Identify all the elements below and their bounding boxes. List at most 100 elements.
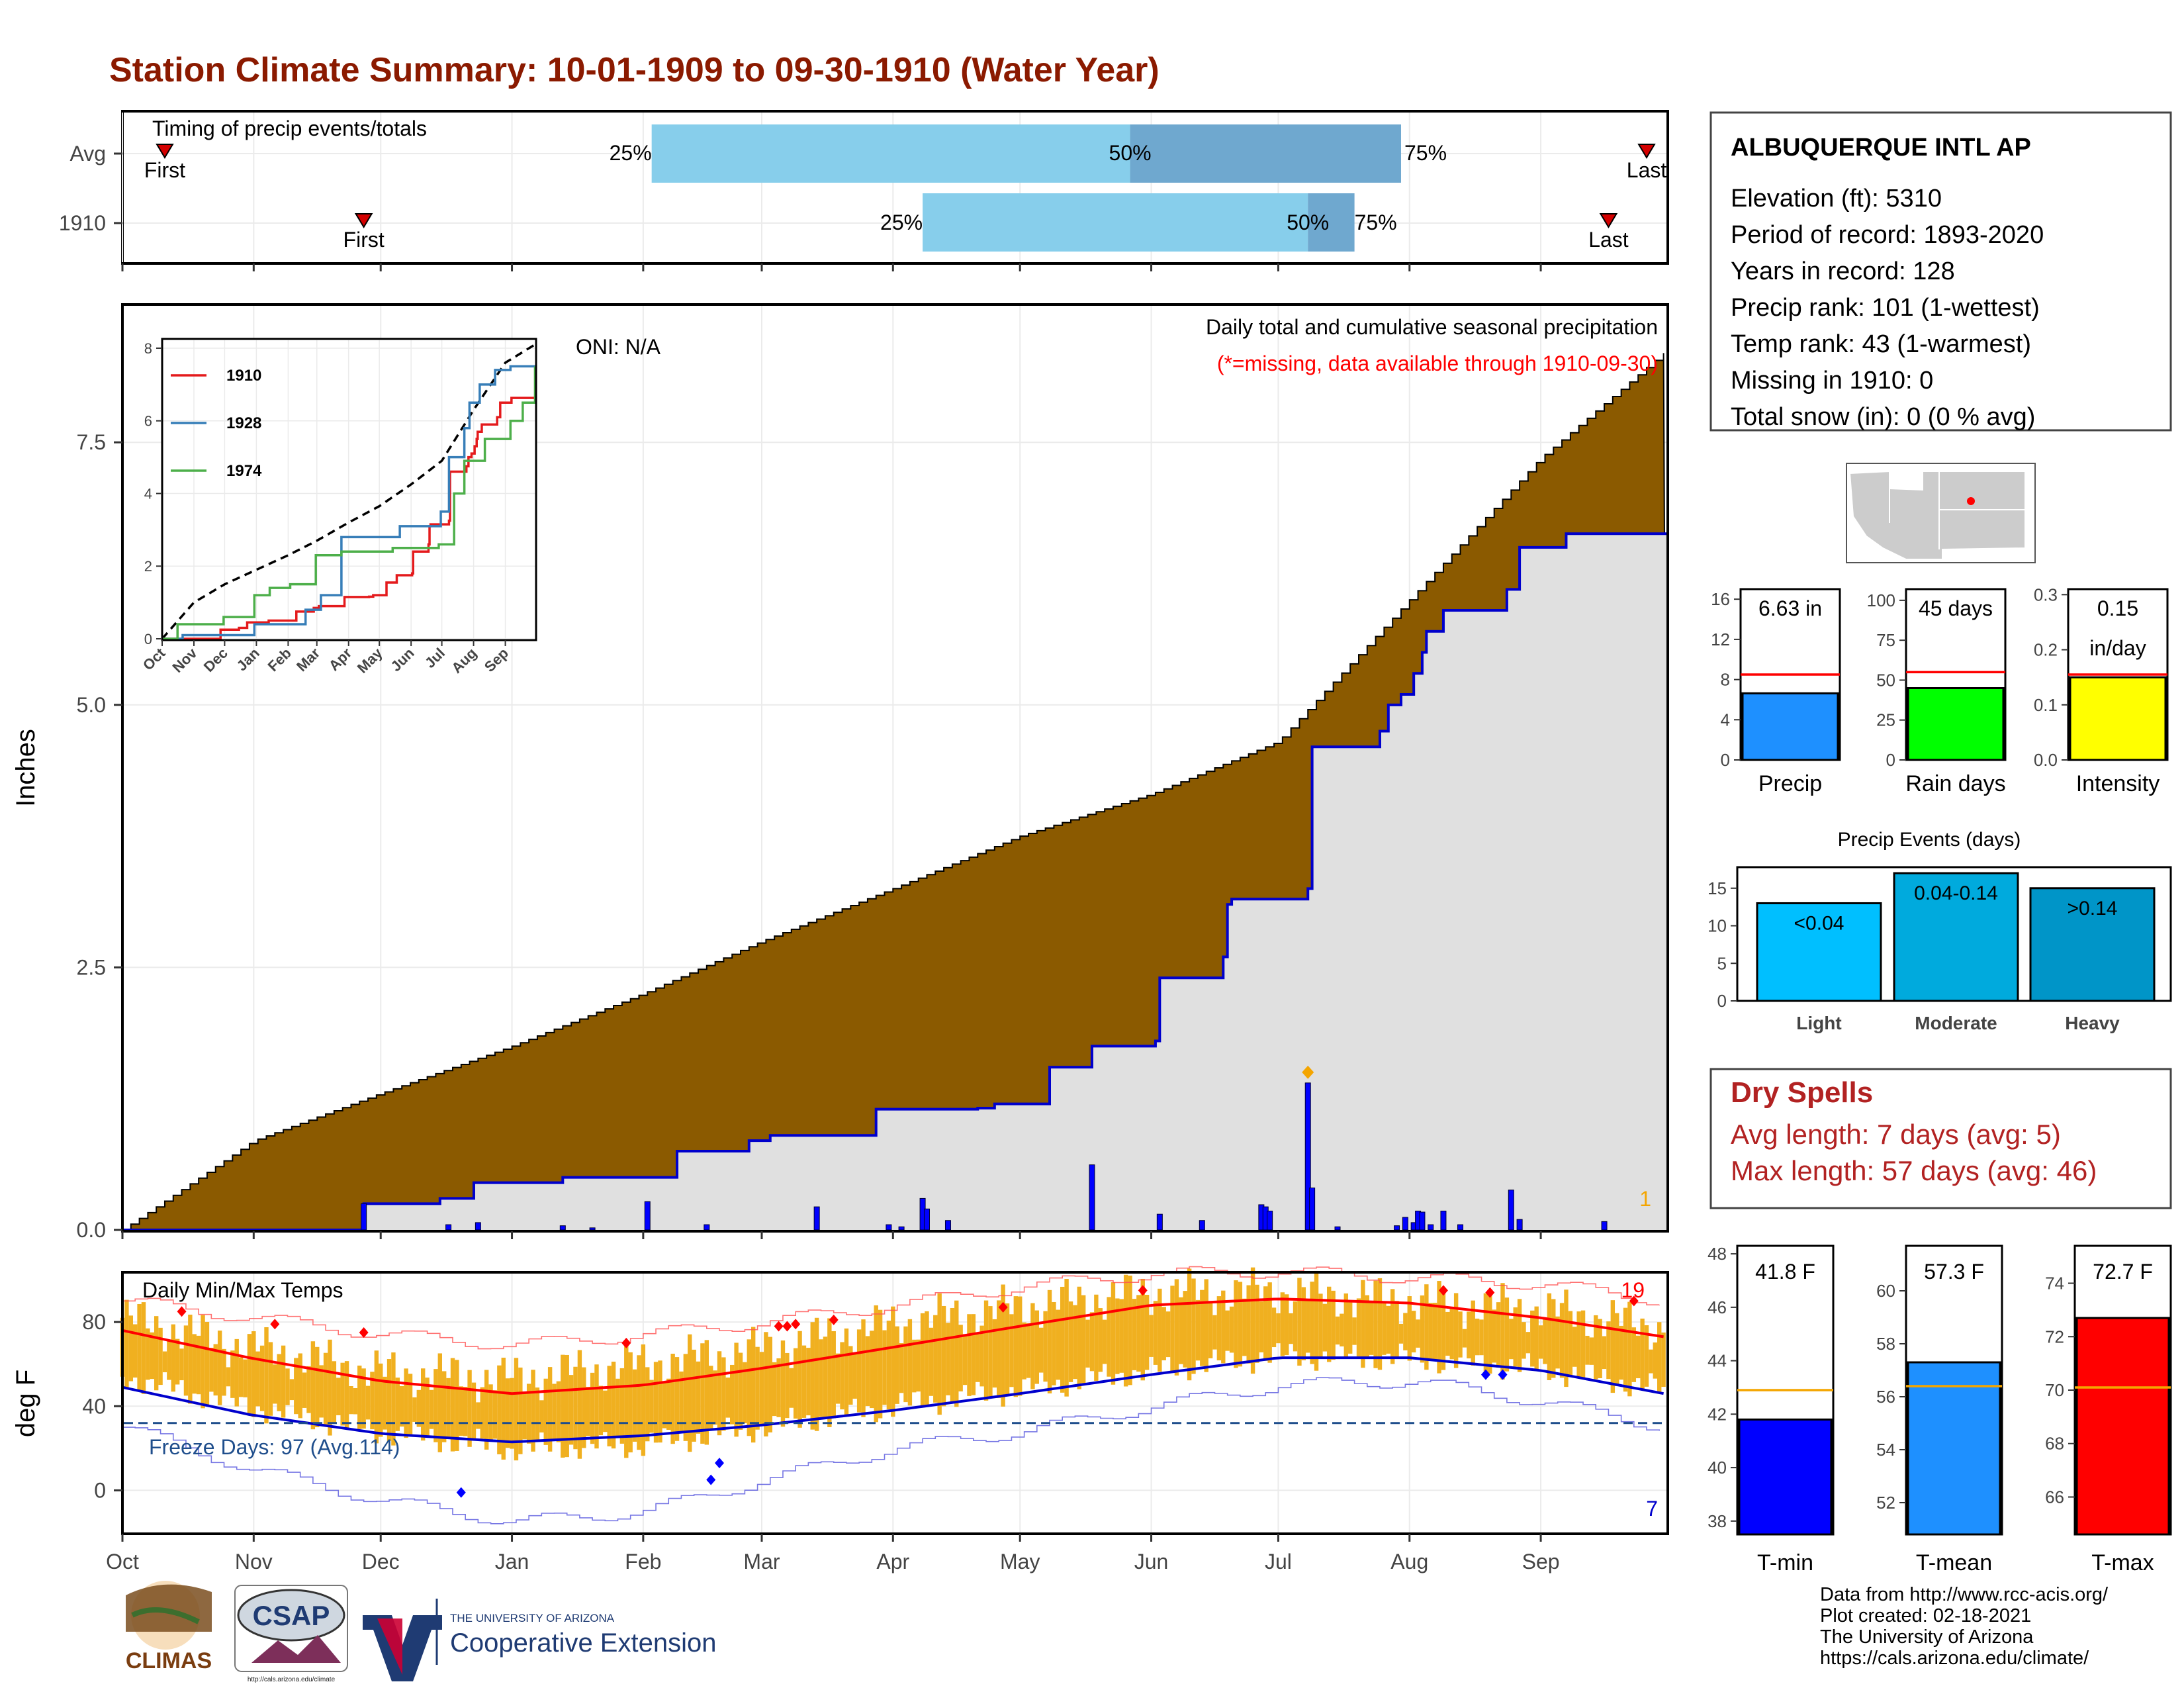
daily-temp-bar — [365, 1385, 371, 1420]
events-bar — [2029, 887, 2156, 1002]
daily-temp-bar — [1606, 1321, 1611, 1380]
month-tick-label: Feb — [625, 1550, 661, 1573]
daily-temp-bar — [1598, 1319, 1602, 1378]
daily-temp-bar — [1225, 1310, 1230, 1351]
record-high-marker-icon — [1138, 1285, 1148, 1296]
station-temp-rank: Temp rank: 43 (1-warmest) — [1731, 330, 2031, 358]
daily-temp-bar — [1483, 1293, 1488, 1372]
dry-spells-frame — [1709, 1068, 2172, 1209]
daily-temp-bar — [1216, 1296, 1222, 1361]
daily-temp-bar — [810, 1322, 815, 1430]
timing-bars: 25% 50% 75% First Last 25% 50% 75% First Last — [144, 124, 1666, 252]
daily-temp-bar — [1589, 1337, 1594, 1365]
daily-temp-bar — [619, 1368, 625, 1444]
daily-temp-bar — [683, 1354, 688, 1441]
events-bar-label: <0.04 — [1794, 912, 1844, 934]
daily-temp-bar — [1034, 1310, 1040, 1384]
daily-temp-bar — [819, 1339, 823, 1417]
mini-bar-y-tick-label: 0.3 — [2034, 585, 2058, 604]
daily-temp-bar — [764, 1332, 768, 1436]
daily-temp-bar — [806, 1348, 811, 1416]
daily-temp-bar — [162, 1351, 167, 1373]
daily-temp-bar — [1602, 1336, 1607, 1370]
daily-temp-bar — [505, 1378, 510, 1448]
daily-temp-bar — [294, 1358, 298, 1415]
daily-temp-bar — [1242, 1298, 1247, 1356]
precip-events-panel: Precip Events (days) 0 5 10 15 <0.04 Light 0.0… — [1707, 829, 2172, 1033]
daily-temp-bar — [785, 1352, 790, 1419]
daily-temp-bar — [933, 1315, 938, 1403]
daily-temp-bar — [590, 1372, 595, 1444]
daily-temp-bar — [988, 1306, 993, 1397]
daily-precip-bar — [704, 1224, 710, 1231]
daily-precip-bar — [1199, 1220, 1205, 1231]
daily-temp-bar — [463, 1387, 468, 1436]
timing-p50-label: 50% — [1287, 211, 1329, 234]
temp-bar-y-tick-label: 44 — [1707, 1351, 1727, 1371]
daily-temp-bar — [510, 1378, 514, 1449]
daily-temp-bar — [1144, 1295, 1150, 1370]
daily-temp-bar — [1271, 1307, 1277, 1348]
daily-temp-bar — [1559, 1303, 1565, 1378]
csap-logo: CSAP http://cals.arizona.edu/climate — [234, 1585, 348, 1683]
month-tick-label: Oct — [106, 1550, 139, 1573]
daily-temp-bar — [1191, 1278, 1196, 1374]
daily-temp-bar — [1267, 1282, 1272, 1363]
daily-temp-bar — [1221, 1290, 1226, 1364]
oni-label: ONI: N/A — [576, 335, 661, 359]
missing-data-marker-icon — [1302, 1065, 1314, 1079]
daily-temp-bar — [522, 1391, 527, 1440]
daily-temp-bar — [967, 1314, 972, 1396]
month-tick-label: Aug — [1390, 1550, 1428, 1573]
timing-p50-label: 50% — [1109, 141, 1152, 165]
daily-temp-bar — [488, 1384, 493, 1442]
daily-temp-bar — [1530, 1310, 1535, 1367]
precip-frame — [121, 303, 1669, 1233]
timing-bar-25-50 — [651, 124, 1130, 183]
daily-temp-bar — [1390, 1289, 1395, 1364]
daily-temp-bar — [1149, 1315, 1154, 1357]
daily-temp-bar — [1585, 1335, 1590, 1365]
daily-temp-bar — [1631, 1327, 1637, 1382]
csap-mountain-icon — [251, 1635, 341, 1663]
daily-temp-bar — [1610, 1300, 1615, 1393]
daily-temp-bar — [497, 1365, 502, 1454]
daily-temp-bar — [1331, 1290, 1336, 1360]
daily-temp-bar — [175, 1338, 180, 1385]
temp-bar-value-bar — [1907, 1361, 2001, 1536]
mini-bar-y-tick-label: 0.1 — [2034, 695, 2058, 715]
events-y-tick-label: 15 — [1707, 878, 1727, 898]
record-high-marker-icon — [359, 1327, 369, 1338]
daily-temp-bar — [1255, 1284, 1259, 1363]
daily-temp-bar — [167, 1341, 171, 1380]
temp-y-axis-title: deg F — [11, 1370, 40, 1437]
daily-temp-bar — [1102, 1319, 1107, 1364]
daily-temp-bar — [738, 1352, 743, 1430]
daily-temp-bar — [437, 1353, 442, 1452]
daily-temp-bar — [446, 1378, 451, 1439]
daily-temp-bar — [594, 1364, 599, 1449]
temp-bar-chart-t-min: 41.8 F 38 40 42 44 46 48 T-min — [1707, 1244, 1835, 1575]
daily-temp-bar — [920, 1313, 925, 1407]
daily-temp-bar — [717, 1351, 722, 1436]
events-bar-label: >0.14 — [2068, 898, 2118, 919]
daily-temp-bar — [146, 1328, 150, 1380]
daily-temp-bar — [1098, 1308, 1103, 1372]
temp-y-axis: 0 40 80 — [82, 1310, 122, 1502]
daily-temp-bar — [361, 1368, 366, 1429]
daily-temp-bar — [1022, 1322, 1026, 1380]
events-category-label: Moderate — [1915, 1013, 1997, 1033]
precip-events-title: Precip Events (days) — [1838, 829, 2021, 851]
temp-y-tick-label: 40 — [82, 1394, 106, 1418]
timing-p75-label: 75% — [1404, 141, 1447, 165]
daily-temp-bar — [518, 1367, 523, 1454]
daily-temp-bar — [1580, 1310, 1586, 1379]
daily-temp-bar — [1174, 1279, 1179, 1376]
daily-temp-bar — [1568, 1311, 1573, 1376]
timing-row-avg-label: Avg — [69, 142, 106, 165]
events-bar-label: 0.04-0.14 — [1914, 882, 1998, 904]
daily-temp-bar — [561, 1354, 565, 1458]
daily-temp-bar — [336, 1378, 341, 1415]
daily-temp-bar — [1475, 1319, 1480, 1356]
daily-temp-bar — [797, 1331, 802, 1428]
